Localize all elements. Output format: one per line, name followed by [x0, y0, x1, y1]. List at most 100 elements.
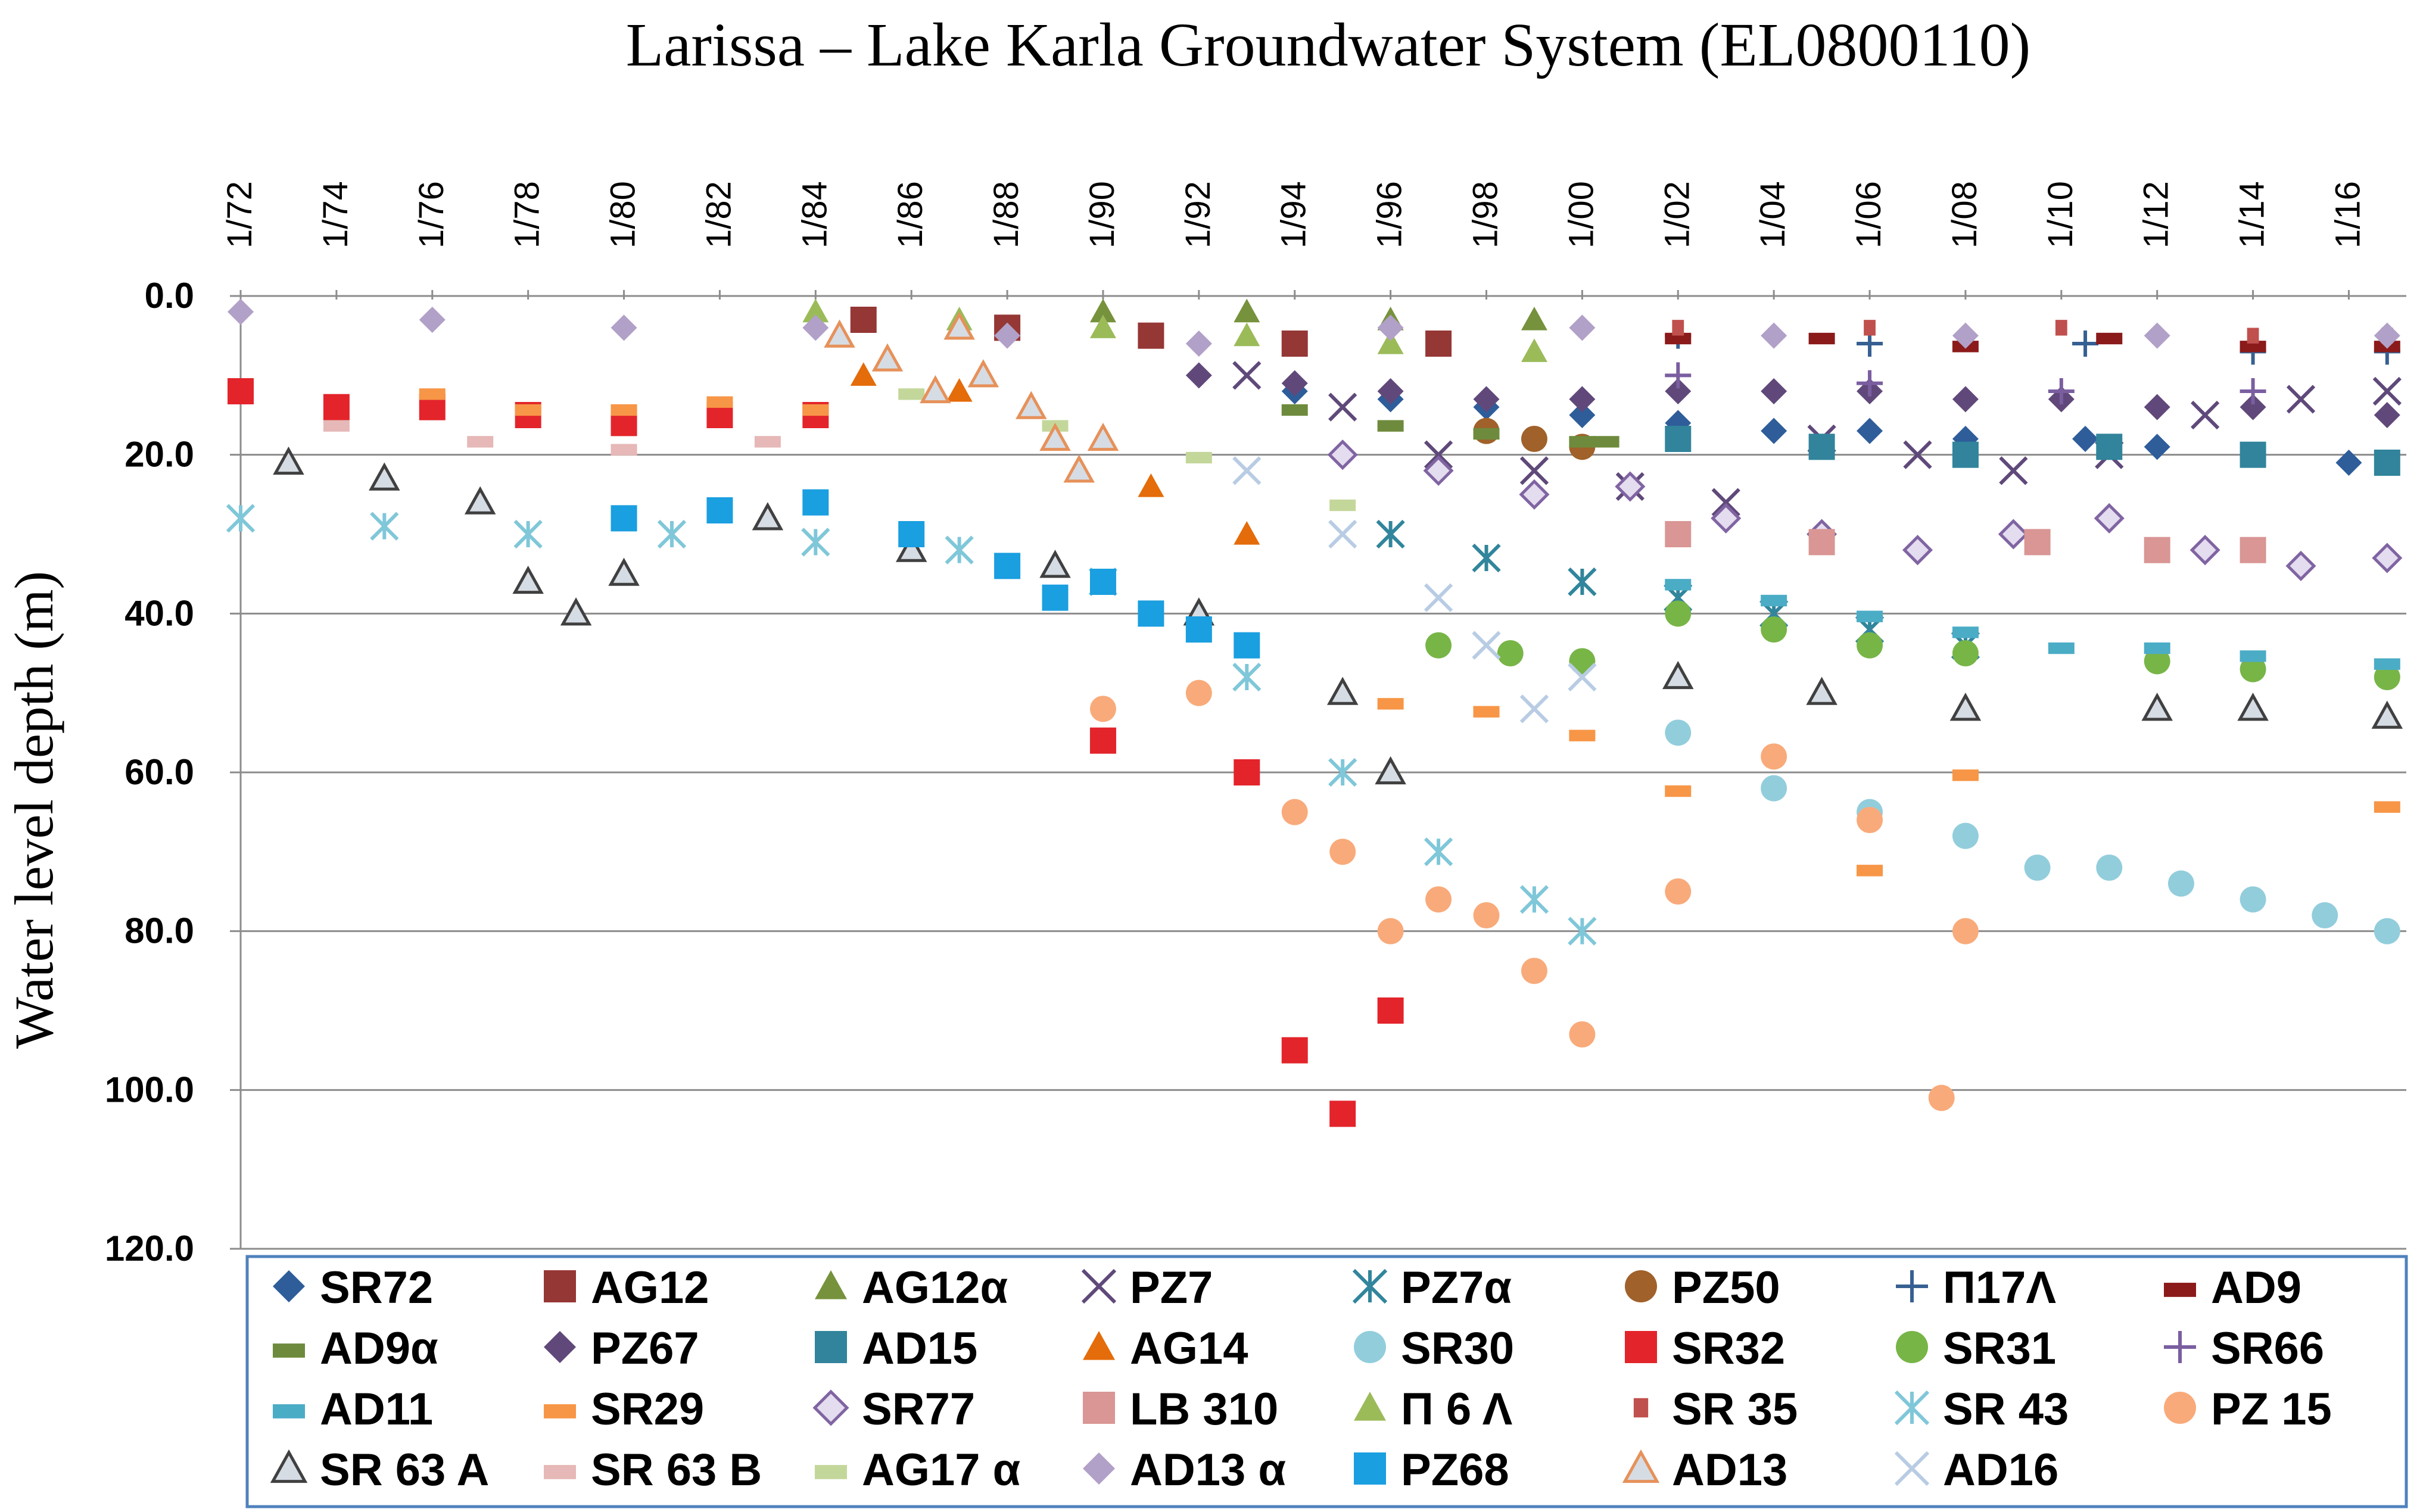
point-23-10 — [1761, 743, 1787, 770]
point-17-10 — [1952, 769, 1979, 781]
series-10 — [1665, 426, 2400, 476]
point-9-6 — [1761, 378, 1787, 404]
x-tick-label-1: 1/74 — [316, 181, 355, 248]
point-14-1 — [1497, 640, 1524, 666]
point-30-0 — [1232, 456, 1262, 485]
point-0-6 — [1857, 417, 1883, 444]
point-3-3 — [1519, 456, 1549, 485]
legend-label-5: PZ50 — [1672, 1262, 1780, 1313]
point-17-11 — [2374, 801, 2400, 813]
legend-marker-9 — [544, 1331, 576, 1363]
legend-marker-20 — [1354, 1392, 1386, 1421]
x-tick-label-7: 1/86 — [891, 181, 930, 248]
point-3-10 — [2191, 400, 2220, 430]
point-13-11 — [1377, 997, 1404, 1024]
point-24-3 — [512, 565, 544, 594]
series-9 — [1185, 362, 2400, 428]
y-tick-label-3: 60.0 — [124, 752, 194, 792]
point-1-3 — [1281, 331, 1308, 357]
legend-marker-22 — [1894, 1390, 1930, 1426]
point-3-7 — [1903, 440, 1932, 469]
point-16-2 — [1857, 610, 1883, 622]
y-tick-label-2: 40.0 — [124, 593, 194, 633]
point-23-8 — [1569, 1021, 1596, 1048]
point-28-7 — [1138, 600, 1164, 627]
point-29-3 — [943, 311, 975, 340]
point-13-9 — [1281, 1037, 1308, 1064]
point-11-3 — [1138, 473, 1164, 497]
point-26-3 — [1329, 499, 1356, 512]
legend-marker-16 — [273, 1404, 305, 1419]
point-24-0 — [273, 446, 304, 475]
point-16-6 — [2240, 650, 2266, 662]
x-tick-label-9: 1/90 — [1083, 181, 1122, 248]
point-14-3 — [1665, 600, 1692, 627]
point-0-3 — [1569, 402, 1596, 428]
legend-label-14: SR31 — [1943, 1323, 2056, 1374]
point-27-1 — [419, 307, 446, 333]
x-tick-label-10: 1/92 — [1179, 181, 1217, 248]
legend-label-15: SR66 — [2211, 1323, 2324, 1374]
legend-label-8: AD9α — [320, 1323, 438, 1374]
series-17 — [419, 388, 2400, 877]
y-tick-label-5: 100.0 — [105, 1070, 194, 1109]
point-22-11 — [1568, 916, 1597, 946]
legend-marker-15 — [2164, 1331, 2196, 1363]
point-18-4 — [1711, 503, 1742, 534]
series-8 — [1281, 404, 1619, 448]
point-12-5 — [2096, 855, 2123, 881]
series-28 — [611, 489, 1260, 659]
point-11-0 — [850, 362, 877, 386]
point-23-3 — [1329, 838, 1356, 865]
point-3-11 — [2286, 385, 2316, 414]
point-9-5 — [1665, 378, 1692, 404]
point-29-7 — [1063, 454, 1095, 483]
legend-label-11: AG14 — [1130, 1323, 1248, 1374]
point-20-2 — [1089, 314, 1116, 338]
point-29-5 — [1016, 391, 1047, 419]
legend-marker-12 — [1354, 1331, 1386, 1363]
point-10-4 — [2240, 441, 2266, 468]
legend-marker-27 — [1083, 1452, 1115, 1485]
point-18-3 — [1615, 471, 1646, 502]
point-26-2 — [1185, 451, 1212, 464]
point-17-6 — [1473, 706, 1500, 718]
point-13-10 — [1329, 1101, 1356, 1127]
legend-label-28: PZ68 — [1401, 1445, 1509, 1495]
point-23-7 — [1521, 958, 1547, 984]
legend-label-7: AD9 — [2211, 1262, 2301, 1313]
point-12-6 — [2167, 870, 2194, 897]
legend-marker-28 — [1354, 1452, 1386, 1485]
point-12-7 — [2240, 886, 2266, 913]
legend-marker-30 — [1894, 1451, 1930, 1486]
point-9-4 — [1569, 386, 1596, 413]
point-15-0 — [1665, 362, 1692, 389]
point-27-8 — [1761, 322, 1787, 349]
legend-marker-5 — [1625, 1270, 1657, 1302]
point-24-2 — [464, 486, 496, 515]
x-tick-label-2: 1/76 — [412, 181, 451, 248]
series-29 — [824, 311, 1119, 483]
point-16-3 — [1952, 626, 1979, 638]
point-18-7 — [1998, 519, 2029, 550]
point-8-2 — [1473, 428, 1500, 440]
point-14-4 — [1761, 616, 1787, 643]
point-17-8 — [1665, 785, 1692, 797]
legend-label-20: Π 6 Λ — [1401, 1384, 1513, 1435]
legend-label-19: LB 310 — [1130, 1384, 1278, 1435]
point-27-5 — [1185, 331, 1212, 357]
point-8-1 — [1377, 420, 1404, 432]
point-16-7 — [2374, 658, 2400, 670]
point-24-8 — [1039, 550, 1071, 578]
point-8-3 — [1569, 436, 1596, 448]
point-23-11 — [1857, 807, 1883, 833]
legend-marker-26 — [815, 1465, 847, 1479]
point-12-4 — [2024, 855, 2051, 881]
point-15-2 — [2048, 378, 2075, 404]
point-23-5 — [1425, 886, 1452, 913]
point-30-4 — [1519, 694, 1549, 724]
point-29-8 — [1087, 422, 1119, 451]
point-7-3 — [2096, 332, 2123, 345]
chart-title: Larissa – Lake Karla Groundwater System … — [626, 11, 2031, 79]
point-3-5 — [1711, 488, 1740, 517]
